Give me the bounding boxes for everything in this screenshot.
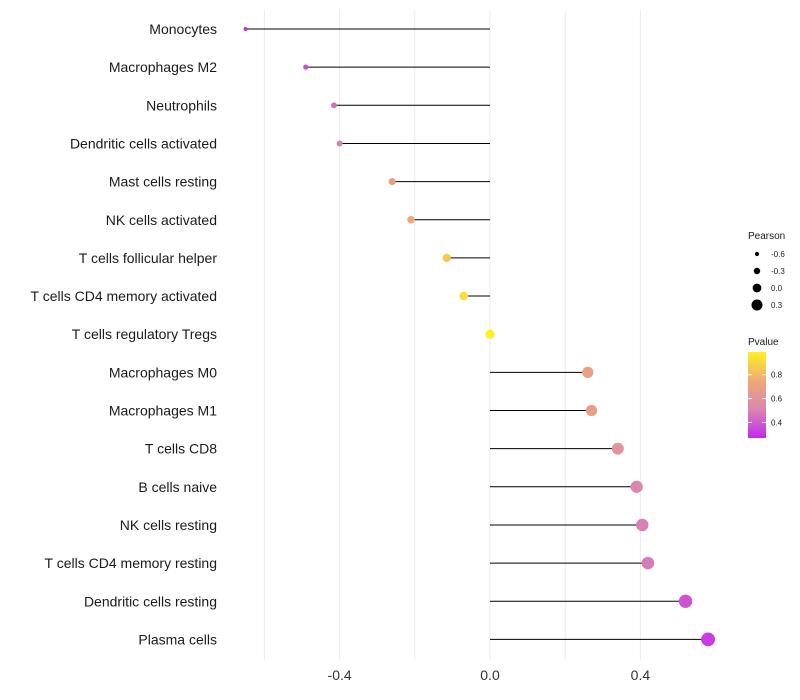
size-legend-label: -0.6: [771, 250, 785, 259]
category-label: B cells naive: [138, 479, 217, 495]
category-label: NK cells resting: [120, 517, 217, 533]
size-legend-title: Pearson: [748, 231, 785, 242]
lollipop-point: [641, 556, 655, 570]
size-legend-label: 0.0: [771, 284, 783, 293]
lollipop-point: [582, 366, 594, 378]
color-legend-label: 0.6: [771, 395, 783, 404]
color-legend-label: 0.8: [771, 371, 783, 380]
category-label: Macrophages M0: [109, 364, 217, 380]
lollipop-point: [585, 404, 598, 417]
lollipop-point: [303, 64, 309, 70]
lollipop-point: [243, 27, 248, 31]
lollipop-point: [336, 140, 343, 147]
lollipop-point: [636, 518, 649, 532]
x-tick-label: 0.0: [480, 667, 500, 683]
size-legend-label: 0.3: [771, 301, 783, 310]
grid-layer: [263, 10, 641, 660]
color-legend: Pvalue 0.8 0.6 0.4: [748, 337, 783, 438]
lollipop-point: [611, 442, 624, 455]
lollipop-point: [459, 291, 468, 301]
category-label: Mast cells resting: [109, 174, 217, 190]
x-axis: -0.4 0.0 0.4: [328, 667, 651, 683]
lollipop-point: [442, 253, 451, 263]
lollipop-point: [331, 102, 337, 109]
lollipop-point: [701, 632, 716, 647]
size-legend-dot: [752, 283, 762, 293]
size-legend-dot: [751, 299, 763, 311]
size-legend-dot: [754, 251, 760, 257]
lollipop-point: [678, 594, 693, 608]
category-label: Macrophages M2: [109, 59, 217, 75]
lollipop-point: [388, 178, 396, 186]
category-label: Monocytes: [149, 21, 217, 37]
category-label: T cells follicular helper: [79, 250, 218, 266]
stem-layer: [245, 28, 709, 640]
category-label: T cells regulatory Tregs: [72, 326, 217, 342]
category-label: Dendritic cells activated: [70, 135, 217, 151]
category-label: Macrophages M1: [109, 403, 217, 419]
category-label: Neutrophils: [146, 97, 217, 113]
category-label: Plasma cells: [138, 631, 217, 647]
size-legend-label: -0.3: [771, 267, 785, 276]
category-axis: Monocytes Macrophages M2 Neutrophils Dendri…: [31, 21, 218, 647]
category-label: Dendritic cells resting: [84, 593, 217, 609]
color-bar: [748, 352, 766, 438]
x-tick-label: -0.4: [328, 667, 352, 683]
lollipop-point: [407, 215, 415, 224]
category-label: T cells CD4 memory resting: [45, 555, 217, 571]
x-tick-label: 0.4: [631, 667, 651, 683]
category-label: T cells CD4 memory activated: [31, 288, 217, 304]
color-legend-label: 0.4: [771, 418, 783, 427]
point-layer: [243, 27, 716, 647]
color-legend-title: Pvalue: [748, 337, 779, 348]
size-legend: Pearson -0.6 -0.3 0.0 0.3: [748, 231, 785, 311]
lollipop-point: [630, 480, 643, 493]
size-legend-dot: [753, 267, 761, 275]
lollipop-point: [485, 329, 495, 339]
category-label: NK cells activated: [106, 212, 217, 228]
category-label: T cells CD8: [145, 441, 217, 457]
